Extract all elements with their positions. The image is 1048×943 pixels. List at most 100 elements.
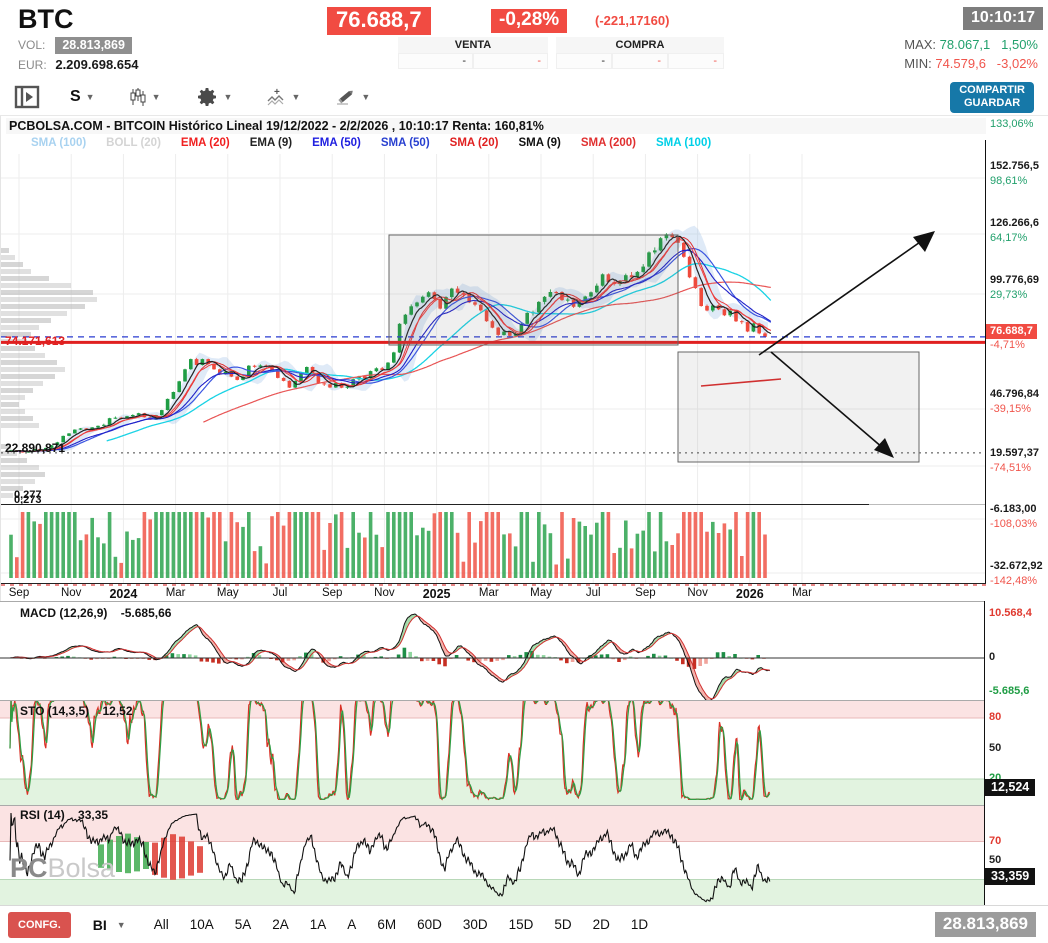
volume-bar [664, 541, 669, 578]
volume-profile-bar [1, 472, 45, 477]
volume-bar [548, 533, 553, 578]
volume-bar [490, 512, 495, 578]
volume-bar [322, 549, 326, 578]
volume-bar [90, 517, 94, 578]
rsi-axis-label: 50 [989, 853, 1002, 866]
volume-profile-bar [1, 276, 49, 281]
add-indicator-dropdown[interactable]: + ▼ [266, 87, 300, 107]
legend-item[interactable]: BOLL (20) [106, 137, 161, 149]
axis-percent-label: -108,03% [990, 517, 1038, 530]
rsi-label: RSI (14) 33,35 [20, 808, 108, 822]
macd-canvas [0, 601, 985, 700]
header: BTC VOL: 28.813,869 EUR: 2.209.698.654 7… [0, 0, 1048, 78]
timeframe-5a[interactable]: 5A [234, 917, 252, 932]
venta-cell: - [398, 53, 473, 69]
legend-item[interactable]: SMA (20) [449, 137, 499, 149]
time-tick: 2024 [109, 587, 138, 601]
config-button[interactable]: CONFG. [8, 911, 71, 938]
main-chart[interactable]: PCBOLSA.COM - BITCOIN Histórico Lineal 1… [0, 116, 1048, 601]
legend-item[interactable]: SMA (9) [518, 137, 561, 149]
volume-bar [20, 512, 25, 578]
volume-bar [61, 512, 65, 578]
chevron-down-icon: ▼ [116, 919, 126, 930]
panel-toggle-button[interactable] [14, 85, 40, 109]
volume-bar [258, 546, 263, 578]
stochastic-panel[interactable]: STO (14,3,5) 12,52 12,524 805020 [0, 700, 1048, 805]
series-type-dropdown[interactable]: S ▼ [70, 88, 95, 106]
volume-bar [206, 517, 210, 578]
volume-bar [148, 519, 152, 578]
volume-bar [131, 539, 135, 578]
draw-tools-dropdown[interactable]: ▼ [334, 87, 370, 107]
volume-bar [154, 512, 158, 578]
volume-bar [287, 512, 292, 578]
macd-axis-label: 0 [989, 651, 996, 663]
legend-item[interactable]: EMA (50) [312, 137, 361, 149]
footer-bar: CONFG. BI ▼ All 10A 5A 2A 1A A 6M 60D 30D 15D 5D 2D… [0, 905, 1048, 943]
volume-bar [189, 512, 193, 578]
volume-bar [635, 533, 640, 578]
timeframe-10a[interactable]: 10A [189, 917, 214, 932]
volume-bar [328, 523, 332, 578]
chevron-down-icon: ▼ [151, 91, 161, 102]
axis-price-label: 152.756,5 [990, 160, 1039, 172]
volume-bar [386, 512, 390, 578]
volume-bar [194, 512, 199, 578]
volume-scale-label-b: 0,273 [14, 494, 42, 506]
timeframe-60d[interactable]: 60D [417, 917, 442, 932]
legend-item[interactable]: SMA (200) [580, 137, 636, 149]
timeframe-2a[interactable]: 2A [272, 917, 289, 932]
volume-bar [508, 533, 512, 578]
macd-panel[interactable]: MACD (12,26,9) -5.685,66 10.568,4 0 -5.685… [0, 601, 1048, 700]
compra-cell: - [612, 53, 668, 69]
legend-item[interactable]: EMA (20) [180, 137, 230, 149]
volume-bar [728, 529, 732, 578]
timeframe-1d[interactable]: 1D [630, 917, 649, 932]
volume-bar [450, 512, 454, 578]
volume-profile-bar [1, 486, 23, 491]
settings-dropdown[interactable]: ▼ [195, 85, 232, 109]
timeframe-15d[interactable]: 15D [508, 917, 534, 932]
interval-dropdown[interactable]: BI ▼ [93, 917, 126, 933]
volume-bar [351, 512, 355, 578]
volume-bar [165, 512, 170, 578]
timeframe-a[interactable]: A [347, 917, 357, 932]
volume-bar [142, 512, 147, 578]
sto-axis-label: 80 [989, 711, 1002, 724]
volume-bar [502, 534, 506, 578]
share-save-button[interactable]: COMPARTIR GUARDAR [950, 82, 1034, 113]
volume-bar [687, 512, 692, 578]
timeframe-all[interactable]: All [153, 917, 169, 932]
sto-name: STO (14,3,5) [20, 704, 90, 718]
legend-item[interactable]: SMA (100) [656, 137, 712, 149]
watermark-part1: PC [10, 853, 48, 883]
chart-style-dropdown[interactable]: ▼ [129, 87, 161, 107]
timeframe-2d[interactable]: 2D [592, 917, 610, 932]
volume-profile-bar [1, 458, 27, 463]
volume-bar [711, 521, 715, 578]
legend-item[interactable]: SMA (100) [31, 137, 87, 149]
price-chart-canvas[interactable] [1, 118, 986, 585]
volume-bar [44, 512, 48, 578]
legend-item[interactable]: EMA (9) [249, 137, 293, 149]
chevron-down-icon: ▼ [291, 91, 301, 102]
venta-cells: -- [398, 53, 548, 69]
volume-bar [305, 512, 309, 578]
legend-item[interactable]: SMA (50) [380, 137, 430, 149]
svg-text:+: + [274, 87, 280, 98]
timeframe-1a[interactable]: 1A [309, 917, 327, 932]
volume-bar [78, 540, 83, 578]
venta-cell: - [473, 53, 548, 69]
volume-bar [670, 545, 674, 578]
rsi-panel[interactable]: RSI (14) 33,35 33,359 PCBolsa 70 50 [0, 805, 1048, 905]
clock-badge: 10:10:17 [963, 7, 1044, 30]
timeframe-30d[interactable]: 30D [462, 917, 488, 932]
volume-bar [531, 561, 535, 578]
sto-value: 12,52 [102, 704, 133, 718]
timeframe-5d[interactable]: 5D [554, 917, 572, 932]
timeframe-6m[interactable]: 6M [377, 917, 397, 932]
volume-bar [160, 512, 164, 578]
volume-bar [38, 523, 42, 578]
volume-bar [461, 561, 466, 578]
volume-bar [716, 533, 721, 578]
